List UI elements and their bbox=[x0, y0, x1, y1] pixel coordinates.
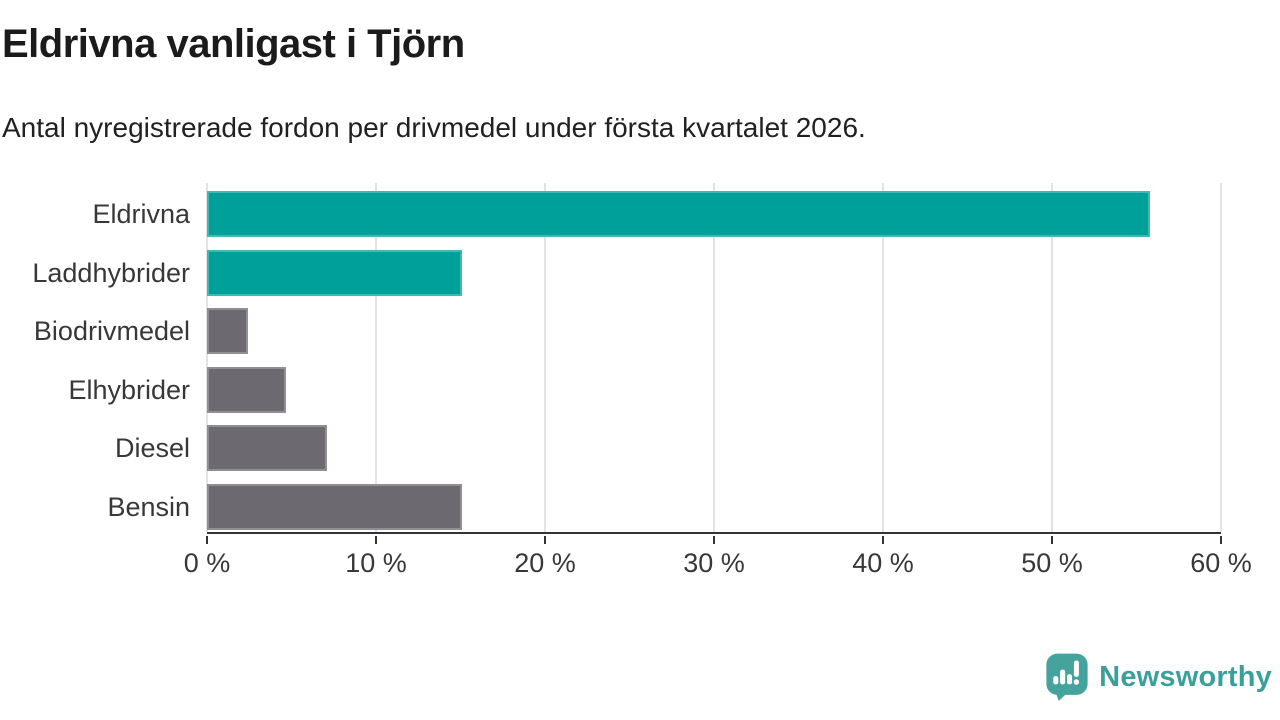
gridline bbox=[713, 183, 715, 532]
y-axis-category-labels: Eldrivna Laddhybrider Biodrivmedel Elhybrid… bbox=[0, 183, 190, 534]
axis-tick bbox=[882, 536, 884, 544]
x-tick-label: 0 % bbox=[183, 548, 231, 578]
category-label: Eldrivna bbox=[92, 199, 190, 229]
axis-tick bbox=[206, 536, 208, 544]
x-tick-label: 20 % bbox=[514, 548, 576, 578]
newsworthy-logo-text: Newsworthy bbox=[1099, 660, 1272, 693]
chart-subtitle: Antal nyregistrerade fordon per drivmede… bbox=[2, 112, 866, 143]
x-tick-label: 50 % bbox=[1021, 548, 1083, 578]
axis-tick bbox=[1051, 536, 1053, 544]
category-label: Laddhybrider bbox=[32, 257, 190, 288]
bar-bensin bbox=[207, 483, 463, 530]
gridline bbox=[1051, 183, 1053, 532]
gridline bbox=[206, 183, 208, 532]
x-tick-label: 40 % bbox=[852, 548, 914, 578]
bar-laddhybrider bbox=[207, 249, 463, 296]
chart-title: Eldrivna vanligast i Tjörn bbox=[2, 22, 465, 66]
bar-diesel bbox=[207, 425, 327, 471]
newsworthy-logo[interactable]: Newsworthy bbox=[1045, 652, 1272, 702]
x-tick-label: 10 % bbox=[345, 548, 407, 578]
bar-biodrivmedel bbox=[207, 308, 248, 354]
x-axis-tick-labels: 0 % 10 % 20 % 30 % 40 % 50 % 60 % bbox=[184, 548, 1252, 584]
category-label: Bensin bbox=[107, 491, 190, 522]
newsworthy-logo-icon bbox=[1045, 652, 1089, 702]
bar-eldrivna bbox=[207, 191, 1151, 237]
axis-tick bbox=[1220, 536, 1222, 544]
bar-elhybrider bbox=[207, 366, 287, 413]
axis-tick bbox=[544, 536, 546, 544]
x-tick-label: 30 % bbox=[683, 548, 745, 578]
gridline bbox=[1220, 183, 1222, 532]
gridline bbox=[882, 183, 884, 532]
category-label: Biodrivmedel bbox=[33, 316, 190, 346]
category-label: Diesel bbox=[114, 433, 190, 463]
axis-tick bbox=[713, 536, 715, 544]
gridline bbox=[375, 183, 377, 532]
axis-tick bbox=[375, 536, 377, 544]
plot-area bbox=[206, 183, 1222, 544]
gridline bbox=[544, 183, 546, 532]
x-tick-label: 60 % bbox=[1190, 548, 1252, 578]
category-label: Elhybrider bbox=[68, 374, 190, 405]
